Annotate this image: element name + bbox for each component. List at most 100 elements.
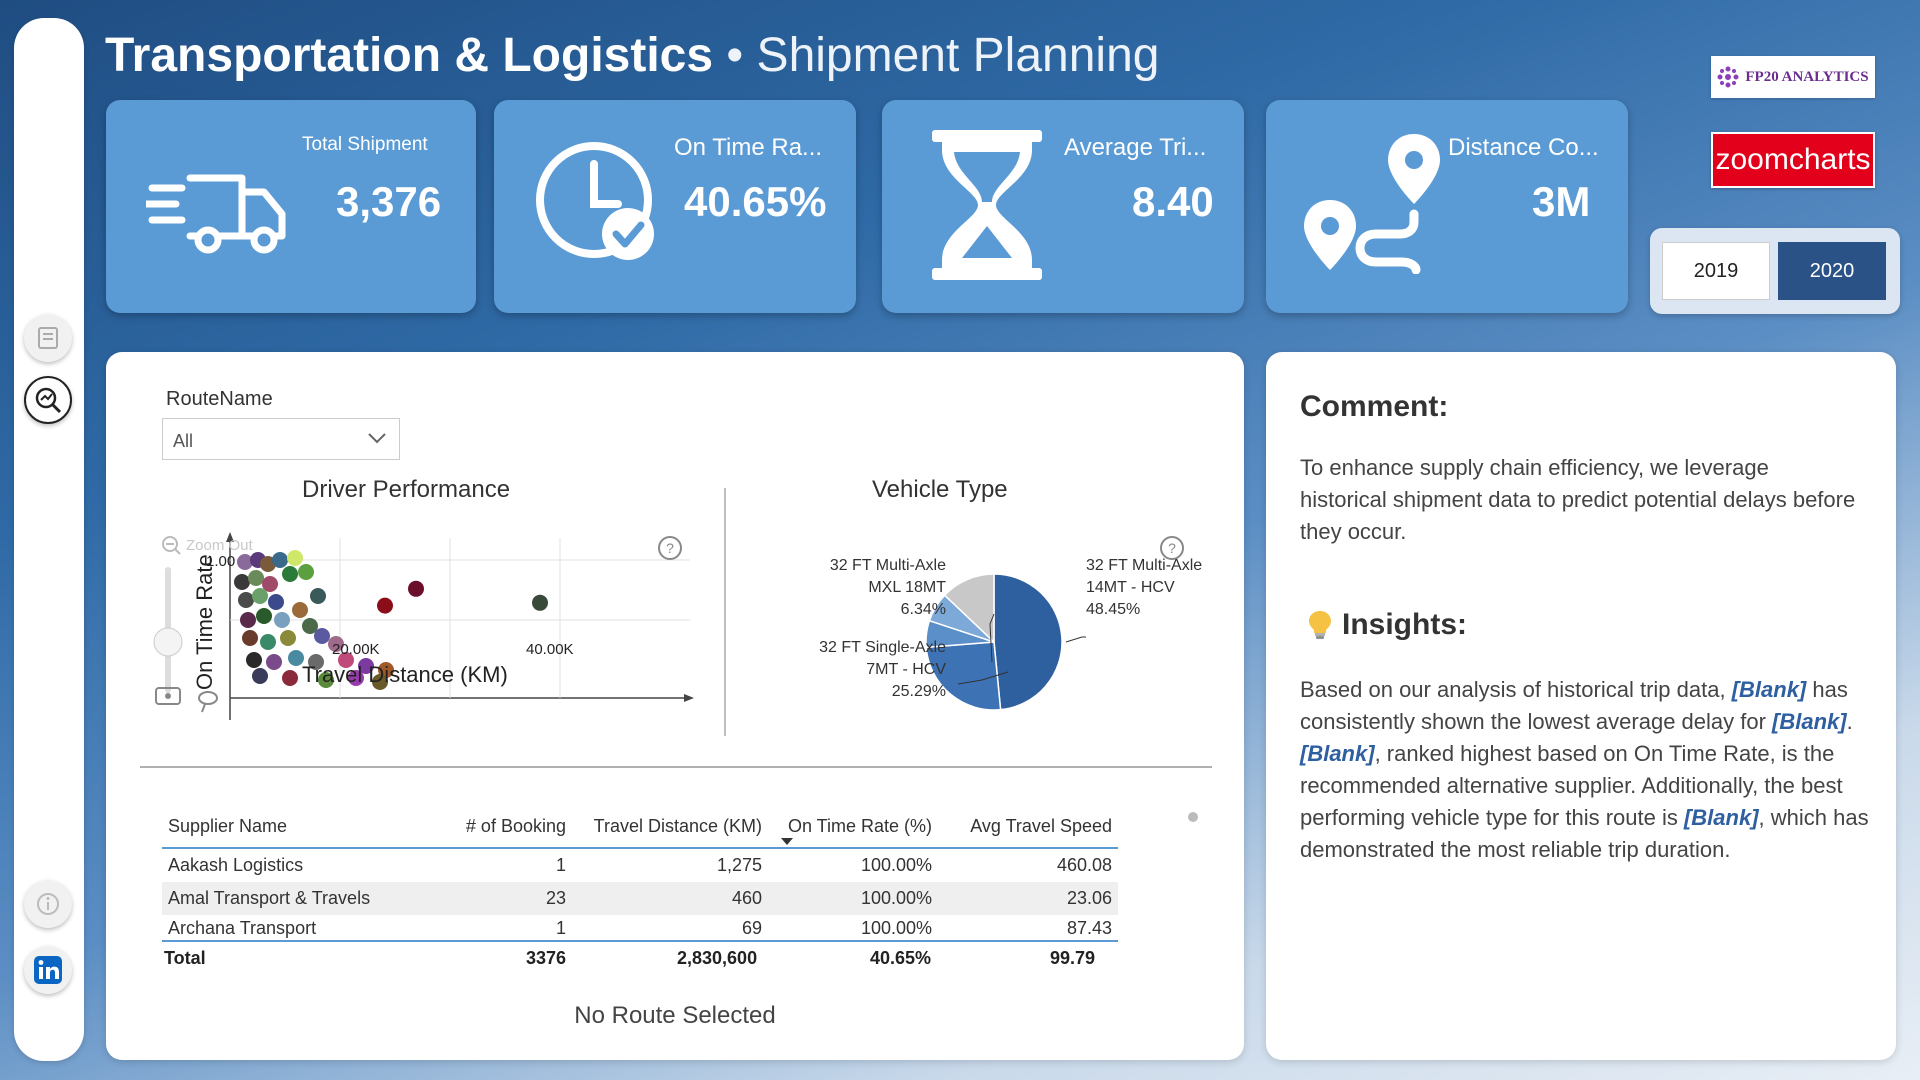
total-bookings: 3376 — [526, 948, 567, 968]
svg-text:?: ? — [666, 540, 674, 556]
table-scroll-edge — [162, 940, 1118, 942]
on-time-rate: 100.00% — [860, 855, 932, 875]
y-tick-label: 1.00 — [206, 553, 235, 570]
year-button-2020[interactable]: 2020 — [1778, 242, 1886, 300]
kpi-value: 8.40 — [1132, 178, 1214, 225]
travel-distance: 1,275 — [716, 855, 762, 875]
column-header-avg-speed[interactable]: Avg Travel Speed — [938, 810, 1118, 849]
table-row[interactable]: Amal Transport & Travels 23 460 100.00% … — [162, 882, 1118, 915]
route-pin-icon — [1302, 134, 1452, 279]
kpi-label: On Time Ra... — [674, 134, 823, 161]
title-sub: • Shipment Planning — [726, 29, 1160, 82]
analytics-magnifier-icon[interactable] — [24, 376, 72, 424]
lasso-icon[interactable] — [198, 691, 218, 713]
section-divider — [140, 766, 1212, 768]
help-icon[interactable]: ? — [1158, 534, 1186, 562]
info-icon[interactable] — [24, 880, 72, 928]
supplier-name: Aakash Logistics — [168, 855, 304, 875]
column-header-on-time-rate[interactable]: On Time Rate (%) — [768, 810, 938, 849]
table-row[interactable]: Archana Transport 1 69 100.00% 87.43 — [162, 915, 1118, 941]
document-icon[interactable] — [24, 314, 72, 362]
chevron-down-icon — [368, 433, 386, 444]
scrollbar-thumb[interactable] — [1188, 812, 1198, 822]
comment-body: To enhance supply chain efficiency, we l… — [1300, 455, 1856, 544]
supplier-name: Archana Transport — [168, 918, 317, 938]
zoom-slider-handle[interactable] — [153, 627, 183, 657]
pie-label: MXL 18MT — [868, 579, 946, 596]
driver-performance-title: Driver Performance — [302, 476, 511, 503]
x-axis-label: Travel Distance (KM) — [302, 662, 508, 687]
year-button-2019[interactable]: 2019 — [1662, 242, 1770, 300]
kpi-card-average-trip[interactable]: Average Tri... 8.40 — [882, 100, 1244, 313]
pie-label: 7MT - HCV — [866, 661, 946, 678]
title-main: Transportation & Logistics — [105, 29, 714, 82]
bookings: 23 — [452, 882, 572, 915]
route-slicer-value: All — [173, 431, 194, 451]
left-nav-rail — [14, 18, 84, 1061]
travel-distance: 460 — [572, 882, 768, 915]
pie-label: 6.34% — [901, 601, 946, 618]
kpi-label: Distance Co... — [1448, 134, 1599, 161]
analytics-panel: RouteName All Driver Performance Zoom Ou… — [106, 352, 1244, 1060]
route-slicer-dropdown[interactable]: All — [162, 418, 400, 460]
column-header-supplier[interactable]: Supplier Name — [162, 810, 452, 849]
chart-divider — [724, 488, 726, 736]
column-header-travel-distance[interactable]: Travel Distance (KM) — [572, 810, 768, 849]
sort-desc-icon[interactable] — [781, 838, 793, 845]
fp20-analytics-logo[interactable]: FP20 ANALYTICS — [1711, 56, 1875, 98]
comment-panel — [1266, 352, 1896, 1060]
pie-slice[interactable] — [943, 573, 995, 644]
total-label: Total — [164, 948, 206, 968]
linkedin-icon[interactable] — [24, 946, 72, 994]
scatter-point[interactable] — [532, 594, 548, 611]
pie-labels: 32 FT Multi-Axle 14MT - HCV 48.45% 32 FT Si… — [819, 557, 1202, 700]
scatter-point[interactable] — [377, 597, 393, 614]
insights-text: Based on our analysis of historical trip… — [1300, 677, 1732, 702]
column-header-bookings[interactable]: # of Booking — [452, 810, 572, 849]
avg-speed: 23.06 — [938, 882, 1118, 915]
pie-slice[interactable] — [993, 573, 1063, 711]
insights-text: . — [1846, 709, 1853, 734]
total-travel-distance: 2,830,600 — [677, 948, 758, 968]
scatter-dense-cluster — [234, 550, 394, 690]
total-avg-speed: 99.79 — [1050, 948, 1096, 968]
supplier-name: Amal Transport & Travels — [162, 882, 452, 915]
table-row[interactable]: Aakash Logistics 1 1,275 100.00% 460.08 — [162, 848, 1118, 882]
insights-blank-placeholder: [Blank] — [1731, 677, 1807, 702]
pie-slice[interactable] — [925, 641, 1002, 711]
avg-speed: 87.43 — [1066, 918, 1112, 938]
insights-blank-placeholder: [Blank] — [1772, 709, 1847, 734]
zoom-out-label: Zoom Out — [186, 537, 254, 554]
insights-text: has consistently shown the lowest averag… — [1300, 677, 1848, 734]
help-icon[interactable]: ? — [656, 534, 684, 562]
comment-title: Comment: — [1300, 390, 1449, 423]
pie-label: 32 FT Multi-Axle — [830, 557, 946, 574]
clock-check-icon — [534, 138, 664, 273]
kpi-card-distance-covered[interactable]: Distance Co... 3M — [1266, 100, 1628, 313]
pie-label: 32 FT Multi-Axle — [1086, 557, 1202, 574]
page-title: Transportation & Logistics • Shipment Pl… — [105, 28, 1159, 83]
kpi-value: 3M — [1532, 178, 1591, 225]
toolbar-icon[interactable] — [155, 687, 181, 705]
zoomcharts-logo[interactable]: zoomcharts — [1711, 132, 1875, 188]
on-time-rate: 100.00% — [768, 882, 938, 915]
bookings: 1 — [555, 855, 566, 875]
kpi-label: Average Tri... — [1064, 134, 1207, 161]
kpi-card-on-time-rate[interactable]: On Time Ra... 40.65% — [494, 100, 856, 313]
insights-heading: Insights: — [1308, 608, 1467, 642]
kpi-card-total-shipment[interactable]: Total Shipment 3,376 — [106, 100, 476, 313]
zoomcharts-logo-text: zoomcharts — [1715, 143, 1871, 176]
x-tick-label-20k: 20.00K — [332, 641, 380, 658]
truck-icon — [142, 160, 296, 265]
year-selector: 2019 2020 — [1650, 228, 1900, 314]
kpi-value: 3,376 — [336, 178, 442, 225]
zoom-out-icon[interactable] — [162, 536, 181, 555]
pie-label: 14MT - HCV — [1086, 579, 1175, 596]
insights-body: Based on our analysis of historical trip… — [1300, 674, 1870, 866]
insights-text: , ranked highest based on On Time Rate, … — [1300, 741, 1843, 830]
driver-performance-scatter[interactable]: Zoom Out Travel Distance (KM) On Time Ra… — [150, 520, 720, 752]
vehicle-type-pie[interactable]: 32 FT Multi-Axle 14MT - HCV 48.45% 32 FT Si… — [746, 522, 1206, 752]
insights-text: , which has demonstrated the most reliab… — [1300, 805, 1869, 862]
scatter-point[interactable] — [408, 580, 424, 597]
supplier-table: Supplier Name # of Booking Travel Distan… — [162, 810, 1118, 941]
